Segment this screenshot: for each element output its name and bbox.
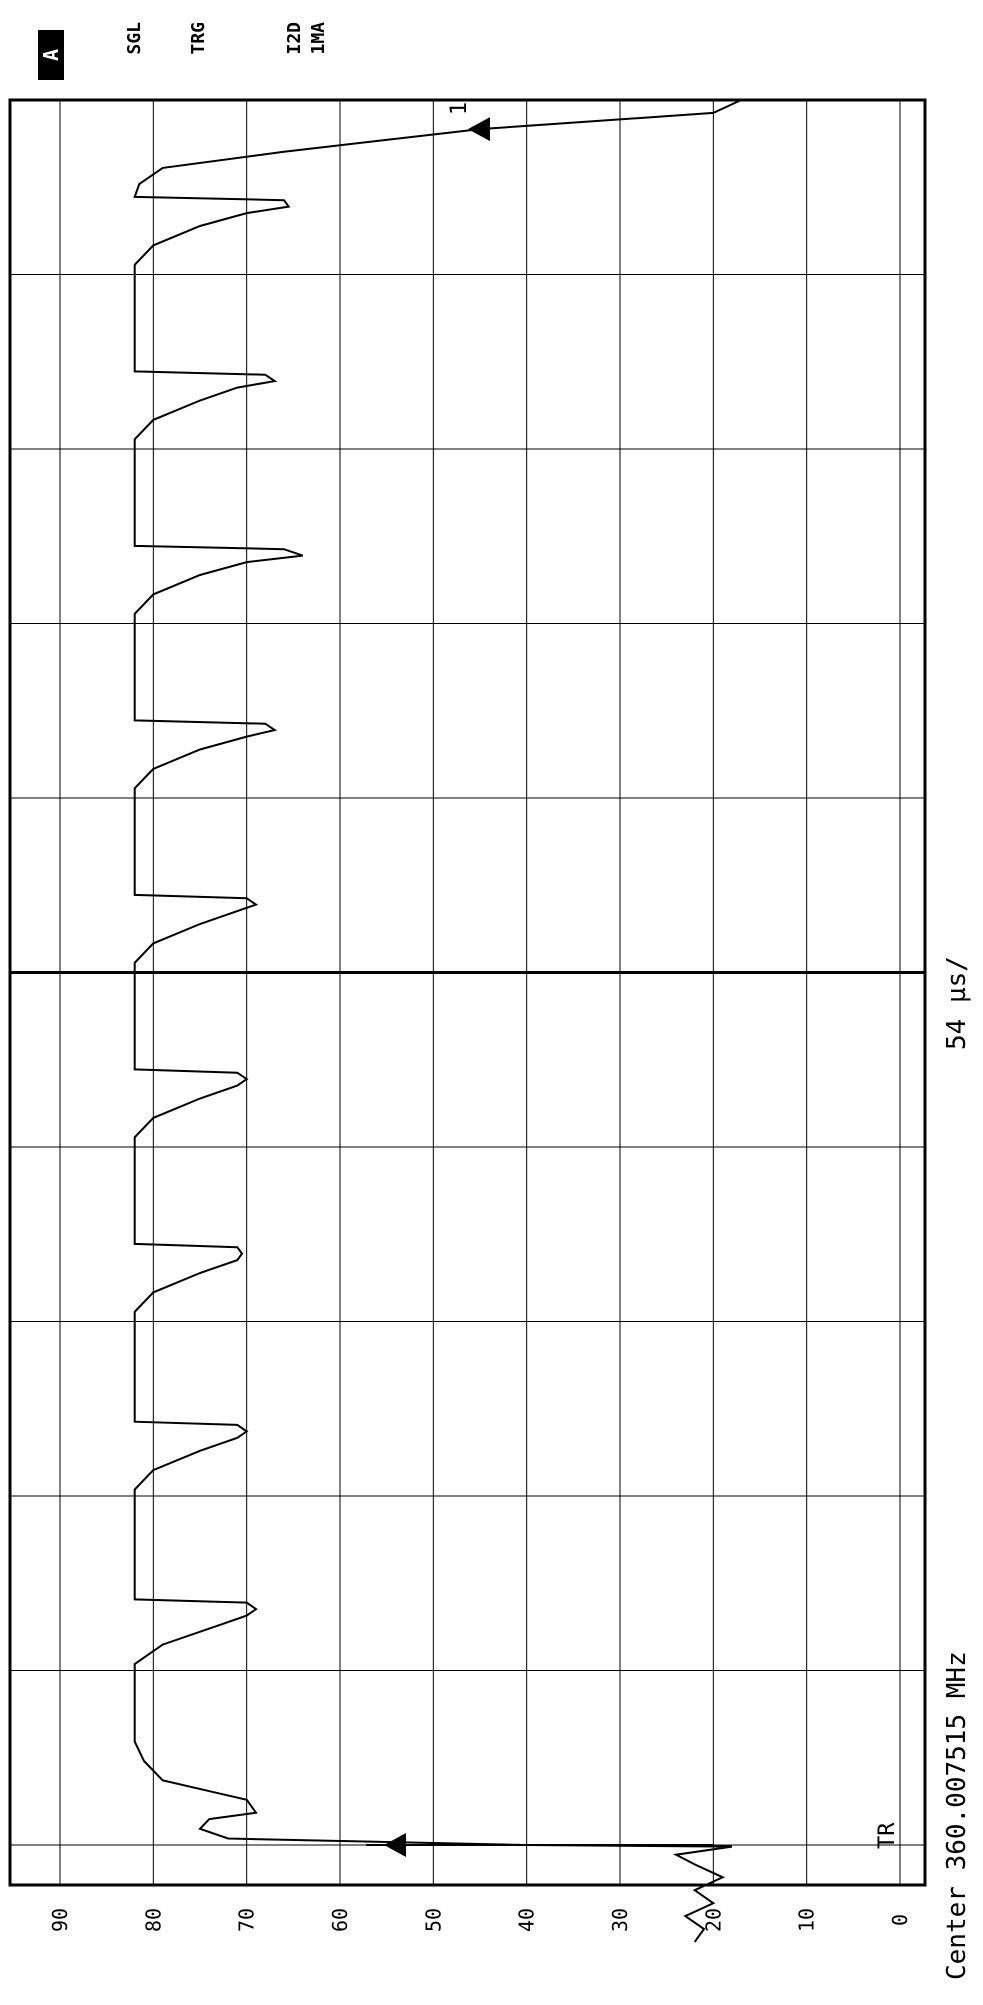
average-label: 1MA [308,22,329,55]
tick-label-50: 50 [421,1908,445,1932]
y-tick-labels: 90 80 70 60 50 40 30 20 10 0 [48,1908,912,1932]
tick-label-60: 60 [328,1908,352,1932]
sweep-time-label: 54 µs/ [942,956,972,1050]
plot-frame [8,98,927,1887]
tick-label-90: 90 [48,1908,72,1932]
tick-label-0: 0 [888,1914,912,1926]
marker-1-arrow [468,117,490,142]
tick-label-20: 20 [701,1908,725,1932]
detector-label: I2D [284,22,305,55]
trigger-label: TR [875,1822,900,1849]
tick-label-10: 10 [795,1908,819,1932]
center-frequency-label: Center 360.007515 MHz [942,1651,972,1980]
trace-a-label: A [39,49,63,61]
status-header: A SGL TRG I2D 1MA [38,22,329,80]
sweep-mode-label: SGL [124,22,145,55]
marker-1: 1 [447,102,490,142]
tick-label-30: 30 [608,1908,632,1932]
trigger-mode-label: TRG [188,22,209,55]
tick-label-70: 70 [235,1908,259,1932]
grid-lines [10,100,925,1885]
trigger-arrow [384,1833,406,1857]
marker-1-label: 1 [447,102,472,115]
tick-label-80: 80 [141,1908,165,1932]
tick-label-40: 40 [515,1908,539,1932]
trigger-marker: TR [366,1822,900,1857]
trace-line [133,99,742,1943]
trace-a-badge [38,30,64,80]
